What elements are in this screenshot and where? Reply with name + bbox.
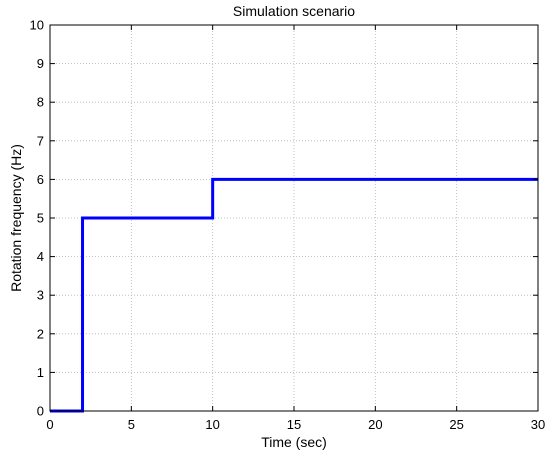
y-tick-label: 7 [37, 133, 44, 148]
x-tick-label: 30 [531, 417, 545, 432]
y-tick-label: 1 [37, 365, 44, 380]
y-tick-label: 9 [37, 56, 44, 71]
y-tick-label: 6 [37, 172, 44, 187]
y-tick-label: 0 [37, 404, 44, 419]
x-tick-label: 10 [205, 417, 219, 432]
tick-layer: 0 5 10 15 20 25 30 0 1 2 3 4 5 6 7 8 9 10 [30, 18, 546, 433]
x-tick-label: 0 [46, 417, 53, 432]
y-tick-label: 4 [37, 249, 44, 264]
x-tick-label: 5 [128, 417, 135, 432]
y-tick-label: 10 [30, 18, 44, 33]
y-tick-label: 3 [37, 288, 44, 303]
y-tick-label: 5 [37, 211, 44, 226]
y-tick-label: 2 [37, 326, 44, 341]
x-tick-label: 20 [368, 417, 382, 432]
y-axis-label: Rotation frequency (Hz) [8, 144, 24, 292]
x-tick-label: 25 [449, 417, 463, 432]
x-axis-label: Time (sec) [261, 434, 327, 450]
chart-title: Simulation scenario [233, 3, 355, 19]
x-tick-label: 15 [287, 417, 301, 432]
y-tick-label: 8 [37, 95, 44, 110]
